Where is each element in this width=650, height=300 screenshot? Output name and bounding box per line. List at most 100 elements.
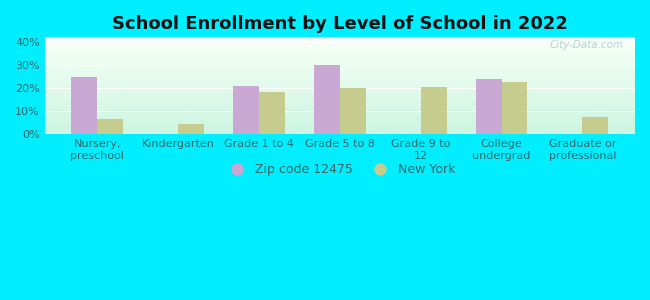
Bar	[45, 82, 635, 83]
Bar	[45, 77, 635, 78]
Bar	[45, 126, 635, 127]
Bar	[45, 108, 635, 109]
Bar	[45, 129, 635, 130]
Bar	[45, 40, 635, 41]
Bar	[259, 92, 285, 134]
Text: City-Data.com: City-Data.com	[549, 40, 623, 50]
Title: School Enrollment by Level of School in 2022: School Enrollment by Level of School in …	[112, 15, 567, 33]
Bar	[45, 101, 635, 102]
Bar	[45, 85, 635, 86]
Bar	[45, 95, 635, 96]
Bar	[45, 62, 635, 63]
Bar	[45, 61, 635, 62]
Bar	[45, 110, 635, 111]
Bar	[45, 66, 635, 67]
Bar	[45, 89, 635, 90]
Bar	[45, 105, 635, 106]
Bar	[45, 47, 635, 48]
Bar	[45, 75, 635, 76]
Bar	[45, 99, 635, 100]
Bar	[476, 79, 502, 134]
Bar	[178, 124, 204, 134]
Bar	[45, 112, 635, 113]
Bar	[45, 49, 635, 50]
Bar	[45, 53, 635, 54]
Bar	[45, 51, 635, 52]
Bar	[45, 72, 635, 73]
Bar	[45, 92, 635, 93]
Bar	[45, 44, 635, 45]
Legend: Zip code 12475, New York: Zip code 12475, New York	[220, 158, 460, 181]
Bar	[45, 80, 635, 81]
Bar	[45, 102, 635, 103]
Bar	[45, 97, 635, 98]
Bar	[45, 67, 635, 68]
Bar	[45, 74, 635, 75]
Bar	[45, 39, 635, 40]
Bar	[45, 88, 635, 89]
Bar	[45, 52, 635, 53]
Bar	[45, 84, 635, 85]
Bar	[45, 78, 635, 79]
Bar	[45, 73, 635, 74]
Bar	[45, 69, 635, 70]
Bar	[45, 106, 635, 107]
Bar	[72, 76, 98, 134]
Bar	[45, 45, 635, 46]
Bar	[340, 88, 366, 134]
Bar	[45, 81, 635, 82]
Bar	[45, 87, 635, 88]
Bar	[45, 60, 635, 61]
Bar	[45, 103, 635, 104]
Bar	[45, 91, 635, 92]
Bar	[45, 41, 635, 42]
Bar	[45, 83, 635, 84]
Bar	[45, 130, 635, 131]
Bar	[502, 82, 527, 134]
Bar	[45, 54, 635, 55]
Bar	[45, 131, 635, 132]
Bar	[45, 107, 635, 108]
Bar	[45, 86, 635, 87]
Bar	[45, 96, 635, 97]
Bar	[45, 128, 635, 129]
Bar	[45, 123, 635, 124]
Bar	[45, 94, 635, 95]
Bar	[45, 71, 635, 72]
Bar	[45, 46, 635, 47]
Bar	[233, 86, 259, 134]
Bar	[45, 98, 635, 99]
Bar	[45, 42, 635, 43]
Bar	[45, 55, 635, 56]
Bar	[45, 90, 635, 91]
Bar	[45, 121, 635, 122]
Bar	[45, 100, 635, 101]
Bar	[45, 57, 635, 58]
Bar	[45, 79, 635, 80]
Bar	[45, 117, 635, 118]
Bar	[45, 37, 635, 38]
Bar	[45, 93, 635, 94]
Bar	[45, 120, 635, 121]
Bar	[45, 48, 635, 49]
Bar	[45, 118, 635, 119]
Bar	[45, 68, 635, 69]
Bar	[45, 104, 635, 105]
Bar	[45, 116, 635, 117]
Bar	[582, 117, 608, 134]
Bar	[45, 38, 635, 39]
Bar	[45, 133, 635, 134]
Bar	[45, 59, 635, 60]
Bar	[45, 124, 635, 125]
Bar	[45, 125, 635, 126]
Bar	[45, 56, 635, 57]
Bar	[45, 115, 635, 116]
Bar	[45, 64, 635, 65]
Bar	[45, 65, 635, 66]
Bar	[45, 132, 635, 133]
Bar	[45, 58, 635, 59]
Bar	[45, 122, 635, 123]
Bar	[45, 76, 635, 77]
Bar	[45, 113, 635, 114]
Bar	[45, 111, 635, 112]
